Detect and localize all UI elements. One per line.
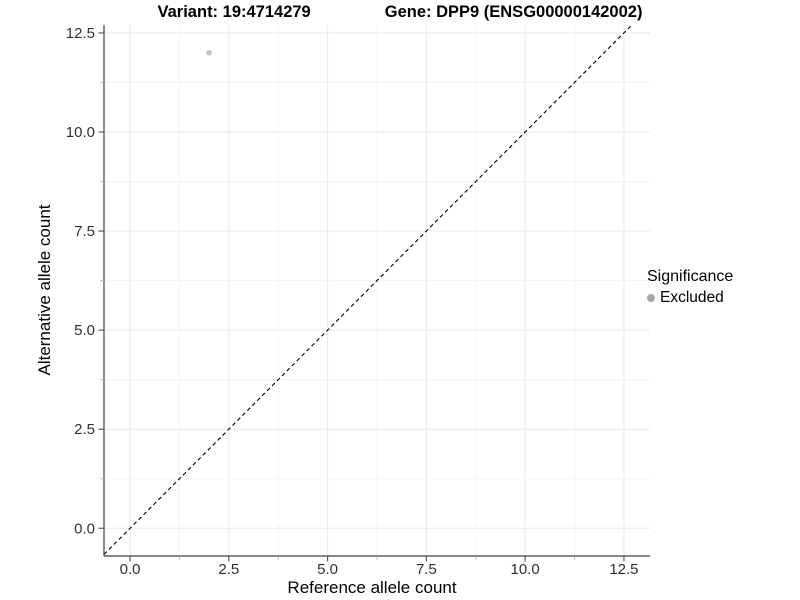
y-tick-label: 7.5 (74, 223, 95, 240)
y-tick-label: 0.0 (74, 520, 95, 537)
x-tick-label: 7.5 (416, 561, 437, 578)
x-tick-label: 2.5 (218, 561, 239, 578)
y-tick-label: 5.0 (74, 322, 95, 339)
identity-dashed-line (103, 24, 633, 555)
legend: Significance Excluded (647, 268, 733, 307)
x-tick-label: 0.0 (120, 561, 141, 578)
plot-title-variant: Variant: 19:4714279 (157, 3, 311, 21)
legend-dot-icon (647, 294, 655, 302)
x-tick-label: 5.0 (317, 561, 338, 578)
legend-item-label: Excluded (660, 289, 724, 306)
legend-item-excluded: Excluded (647, 289, 733, 307)
plot-title: Variant: 19:4714279 Gene: DPP9 (ENSG0000… (0, 3, 800, 22)
x-axis-title: Reference allele count (287, 578, 457, 597)
x-tick-label: 12.5 (609, 561, 638, 578)
x-tick-label: 10.0 (511, 561, 540, 578)
y-axis-title: Alternative allele count (35, 204, 54, 376)
legend-title: Significance (647, 268, 734, 285)
y-tick-label: 10.0 (66, 124, 95, 141)
y-tick-label: 2.5 (74, 421, 95, 438)
y-tick-label: 12.5 (66, 25, 95, 42)
data-point (206, 49, 212, 56)
plot-title-gene: Gene: DPP9 (ENSG00000142002) (384, 3, 643, 21)
